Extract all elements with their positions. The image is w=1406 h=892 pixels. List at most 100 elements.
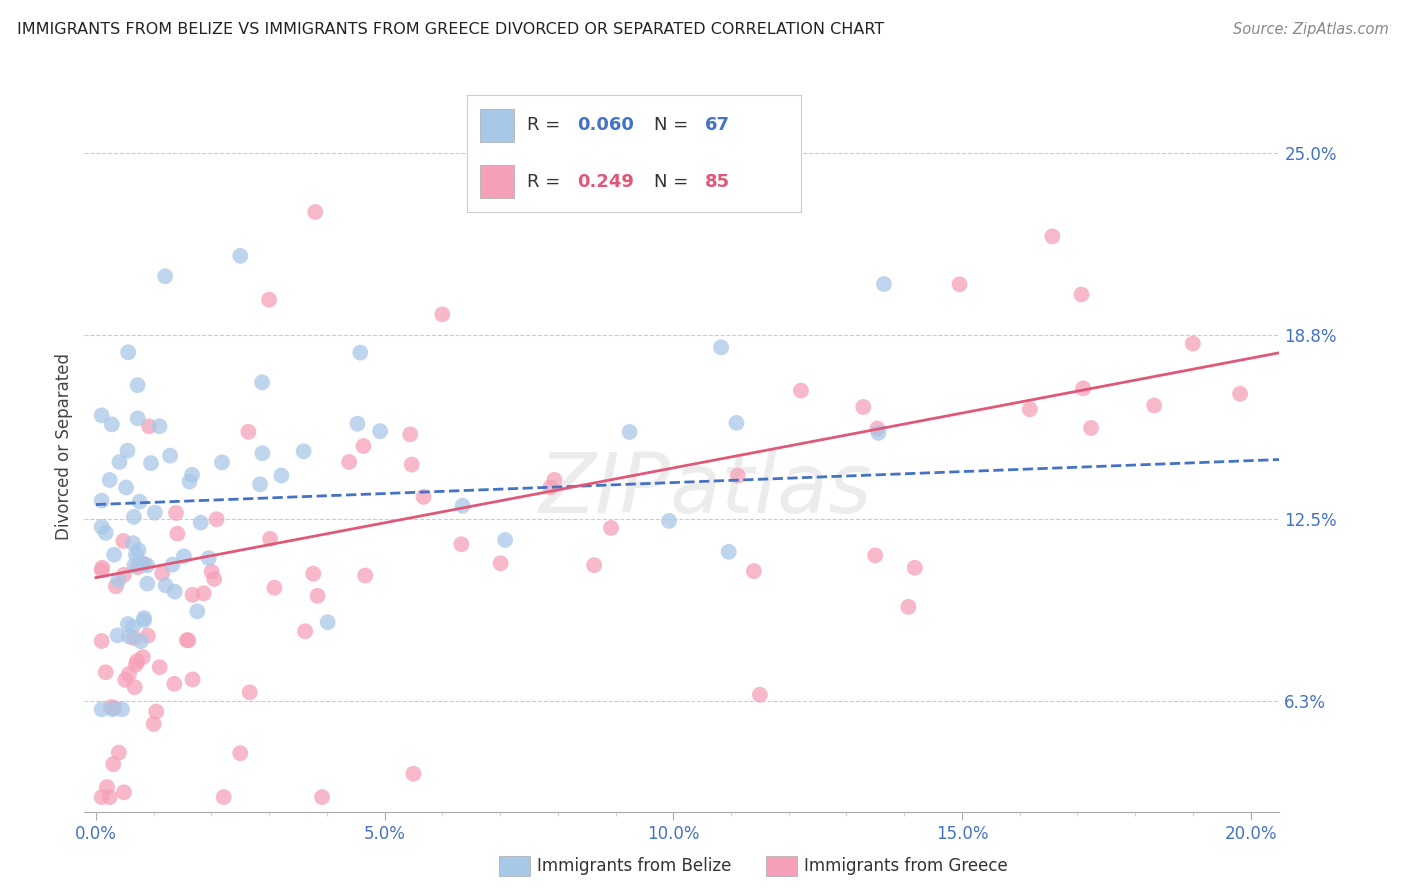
Point — [239, 685, 262, 699]
Point — [127, 378, 149, 392]
Point — [1143, 399, 1166, 413]
Point — [1019, 402, 1042, 417]
Point — [337, 455, 360, 469]
Text: Source: ZipAtlas.com: Source: ZipAtlas.com — [1233, 22, 1389, 37]
Point — [150, 566, 173, 581]
Point — [451, 499, 474, 513]
Point — [107, 574, 129, 588]
Point — [1080, 421, 1102, 435]
Point — [104, 579, 127, 593]
Point — [538, 480, 561, 494]
Point — [249, 477, 271, 491]
Point — [131, 557, 153, 571]
Point — [600, 521, 623, 535]
Point — [117, 345, 139, 359]
Point — [1040, 229, 1063, 244]
Point — [143, 506, 166, 520]
Point — [118, 630, 141, 644]
Point — [115, 480, 138, 494]
Point — [212, 790, 235, 805]
Point — [125, 548, 148, 562]
Point — [165, 506, 187, 520]
Point — [190, 516, 212, 530]
Point — [173, 549, 195, 564]
Point — [197, 551, 219, 566]
Point — [159, 449, 181, 463]
Point — [727, 468, 749, 483]
Point — [402, 766, 425, 780]
Point — [98, 790, 121, 805]
Point — [346, 417, 368, 431]
Point — [114, 673, 136, 687]
Point — [354, 568, 377, 582]
Point — [263, 581, 285, 595]
Point — [117, 617, 139, 632]
Y-axis label: Divorced or Separated: Divorced or Separated — [55, 352, 73, 540]
Point — [145, 705, 167, 719]
Point — [349, 345, 371, 359]
Point — [94, 525, 117, 540]
Point — [257, 293, 280, 307]
Point — [132, 557, 155, 571]
Text: Immigrants from Belize: Immigrants from Belize — [537, 857, 731, 875]
Point — [101, 417, 124, 432]
Point — [252, 446, 274, 460]
Point — [176, 633, 198, 648]
Point — [177, 633, 200, 648]
Point — [229, 249, 252, 263]
Point — [863, 549, 886, 563]
Point — [132, 650, 155, 665]
Point — [494, 533, 516, 547]
Point — [873, 277, 896, 291]
Point — [211, 455, 233, 469]
Point — [432, 307, 454, 321]
Point — [90, 520, 112, 534]
Point — [122, 536, 145, 550]
Point — [259, 532, 281, 546]
Point — [307, 589, 329, 603]
Point — [399, 427, 422, 442]
Point — [132, 614, 155, 628]
Point — [112, 567, 135, 582]
Point — [107, 628, 129, 642]
Point — [90, 790, 112, 805]
Point — [717, 545, 740, 559]
Point — [108, 746, 131, 760]
Point — [583, 558, 606, 573]
Point — [121, 620, 143, 634]
Point — [111, 702, 134, 716]
Point — [94, 665, 117, 680]
Point — [304, 205, 326, 219]
Text: IMMIGRANTS FROM BELIZE VS IMMIGRANTS FROM GREECE DIVORCED OR SEPARATED CORRELATI: IMMIGRANTS FROM BELIZE VS IMMIGRANTS FRO… — [17, 22, 884, 37]
Point — [316, 615, 339, 630]
Point — [132, 611, 155, 625]
Point — [202, 572, 225, 586]
Point — [352, 439, 374, 453]
Point — [117, 443, 139, 458]
Point — [124, 680, 146, 694]
Point — [108, 455, 131, 469]
Point — [127, 411, 149, 425]
Point — [181, 673, 204, 687]
Point — [904, 561, 927, 575]
Point — [200, 565, 222, 579]
Point — [139, 456, 162, 470]
Point — [162, 558, 184, 572]
Point — [412, 490, 434, 504]
Point — [868, 425, 890, 440]
Point — [136, 576, 159, 591]
Point — [852, 400, 875, 414]
Point — [112, 785, 135, 799]
Point — [543, 473, 565, 487]
Point — [103, 548, 125, 562]
Point — [401, 458, 423, 472]
Point — [163, 677, 186, 691]
Point — [142, 717, 165, 731]
Point — [98, 473, 121, 487]
Point — [292, 444, 315, 458]
Point — [122, 631, 145, 645]
Point — [193, 586, 215, 600]
Point — [302, 566, 325, 581]
Point — [90, 702, 112, 716]
Point — [897, 599, 920, 614]
